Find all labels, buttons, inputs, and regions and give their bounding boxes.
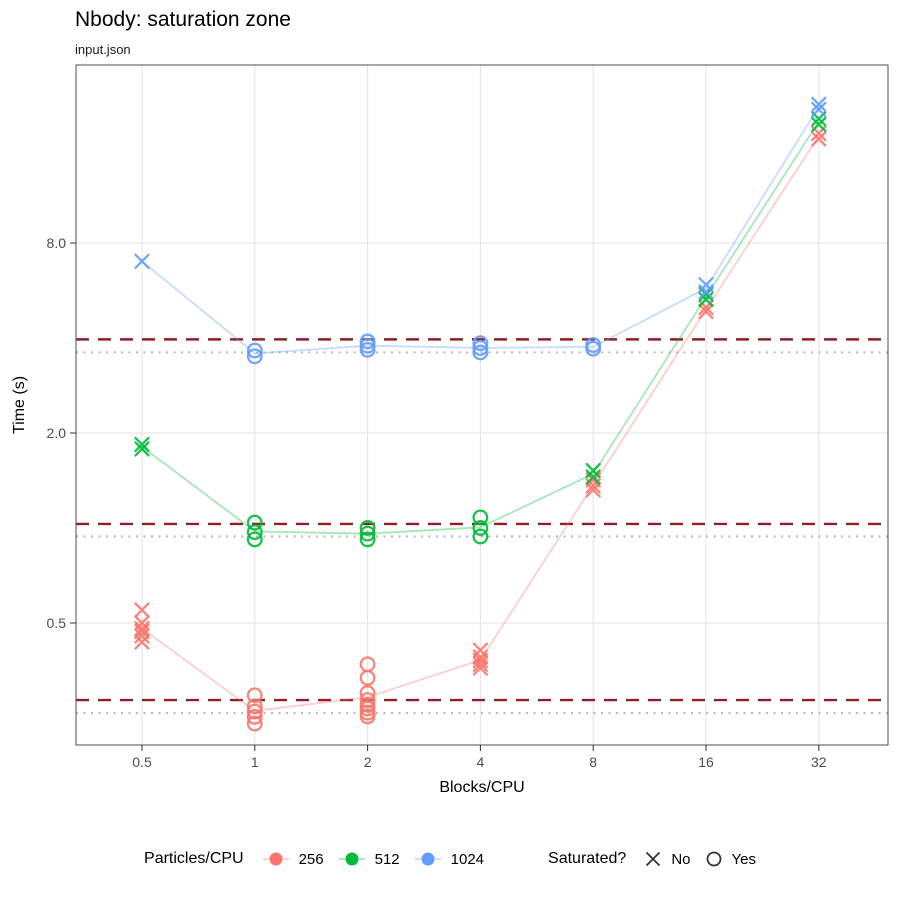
data-point-x <box>585 469 601 485</box>
data-point-circle <box>246 708 263 725</box>
data-point-circle <box>359 520 376 536</box>
legend-x-icon <box>646 851 661 867</box>
data-point-circle <box>472 344 489 361</box>
legend-color-item: 512 <box>336 848 400 870</box>
data-point-x <box>698 303 714 320</box>
grid-layer <box>76 65 888 745</box>
data-point-circle <box>246 698 263 715</box>
legend-color-label: 256 <box>298 850 324 868</box>
data-point-x <box>472 660 489 676</box>
data-point-x <box>698 284 714 300</box>
chart-title: Nbody: saturation zone <box>75 8 291 31</box>
x-tick-label: 2 <box>364 754 372 770</box>
legend-circle-icon <box>706 851 721 867</box>
legend-key-dot <box>421 852 435 866</box>
data-point-x <box>134 253 150 269</box>
legend-shape-label: No <box>671 850 691 868</box>
data-point-x <box>811 96 827 113</box>
data-point-circle <box>359 341 376 358</box>
legend-key-dot <box>345 852 359 866</box>
data-point-x <box>134 441 150 457</box>
x-tick-label: 8 <box>589 754 597 770</box>
data-point-circle <box>246 524 263 541</box>
legend-key-256 <box>262 852 289 866</box>
data-point-circle <box>246 703 263 720</box>
legend-shape-item: Yes <box>703 848 756 870</box>
axes-layer: 0.5 1 2 4 8 16 32 0.5 2.0 8.0 <box>47 235 827 770</box>
data-point-circle <box>246 715 263 732</box>
chart-subtitle: input.json <box>75 42 131 57</box>
x-tick-label: 1 <box>251 754 259 770</box>
series-line-1024 <box>141 106 820 355</box>
data-point-circle <box>472 339 489 356</box>
data-point-circle <box>585 340 602 357</box>
data-point-circle <box>246 687 263 704</box>
data-point-x <box>811 116 827 133</box>
plot-area: 0.5 1 2 4 8 16 32 0.5 2.0 8.0 Blocks/CPU Time (s) <box>11 64 889 796</box>
data-point-x <box>134 634 150 650</box>
data-point-x <box>472 642 489 658</box>
data-point-x <box>472 656 489 672</box>
data-point-circle <box>359 531 376 548</box>
y-tick-label: 0.5 <box>47 615 67 631</box>
data-point-circle <box>359 525 376 542</box>
data-point-circle <box>359 669 376 686</box>
panel-border <box>75 64 889 746</box>
legend-color-item: 256 <box>260 848 324 870</box>
data-point-circle <box>359 333 376 350</box>
y-tick-label: 8.0 <box>47 235 67 251</box>
x-tick-label: 4 <box>477 754 485 770</box>
data-point-circle <box>246 342 263 359</box>
y-axis-title: Time (s) <box>11 376 28 434</box>
data-point-x <box>585 482 601 498</box>
legend-color-label: 512 <box>374 850 400 868</box>
data-point-x <box>134 436 150 453</box>
legend-key-1024 <box>414 852 441 866</box>
data-point-circle <box>246 514 263 531</box>
x-tick-label: 0.5 <box>132 754 152 770</box>
legend-shape-title: Saturated? <box>548 850 627 867</box>
legend-color-title: Particles/CPU <box>144 850 244 867</box>
data-point-circle <box>472 509 489 526</box>
data-point-circle <box>472 528 489 545</box>
legend-color-item: 1024 <box>412 848 484 870</box>
data-points-layer <box>134 96 827 732</box>
x-tick-label: 32 <box>811 754 827 770</box>
data-point-circle <box>246 531 263 548</box>
legend-key-dot <box>269 852 283 866</box>
data-point-circle <box>246 348 263 365</box>
data-point-circle <box>472 335 489 352</box>
legend: Particles/CPU 256 512 1024 Saturated? No Yes <box>0 836 900 882</box>
data-point-x <box>134 628 150 644</box>
legend-key-512 <box>338 852 365 866</box>
legend-shape-item: No <box>642 848 691 870</box>
data-point-circle <box>472 520 489 536</box>
legend-key-shape-Yes <box>706 851 721 867</box>
data-point-x <box>134 623 150 640</box>
data-point-x <box>811 131 827 147</box>
legend-color-label: 1024 <box>450 850 485 868</box>
data-point-circle <box>359 685 376 701</box>
data-point-x <box>585 462 601 479</box>
data-point-circle <box>359 708 376 725</box>
data-point-x <box>134 602 150 618</box>
y-tick-label: 2.0 <box>47 425 67 441</box>
data-point-x <box>811 101 827 118</box>
x-tick-label: 16 <box>698 754 714 770</box>
series-line-512 <box>141 121 820 535</box>
legend-shape-label: Yes <box>731 850 756 868</box>
legend-key-shape-No <box>646 851 661 867</box>
plot-panel <box>76 65 888 745</box>
x-axis-title: Blocks/CPU <box>439 779 524 796</box>
data-point-circle <box>359 700 376 717</box>
